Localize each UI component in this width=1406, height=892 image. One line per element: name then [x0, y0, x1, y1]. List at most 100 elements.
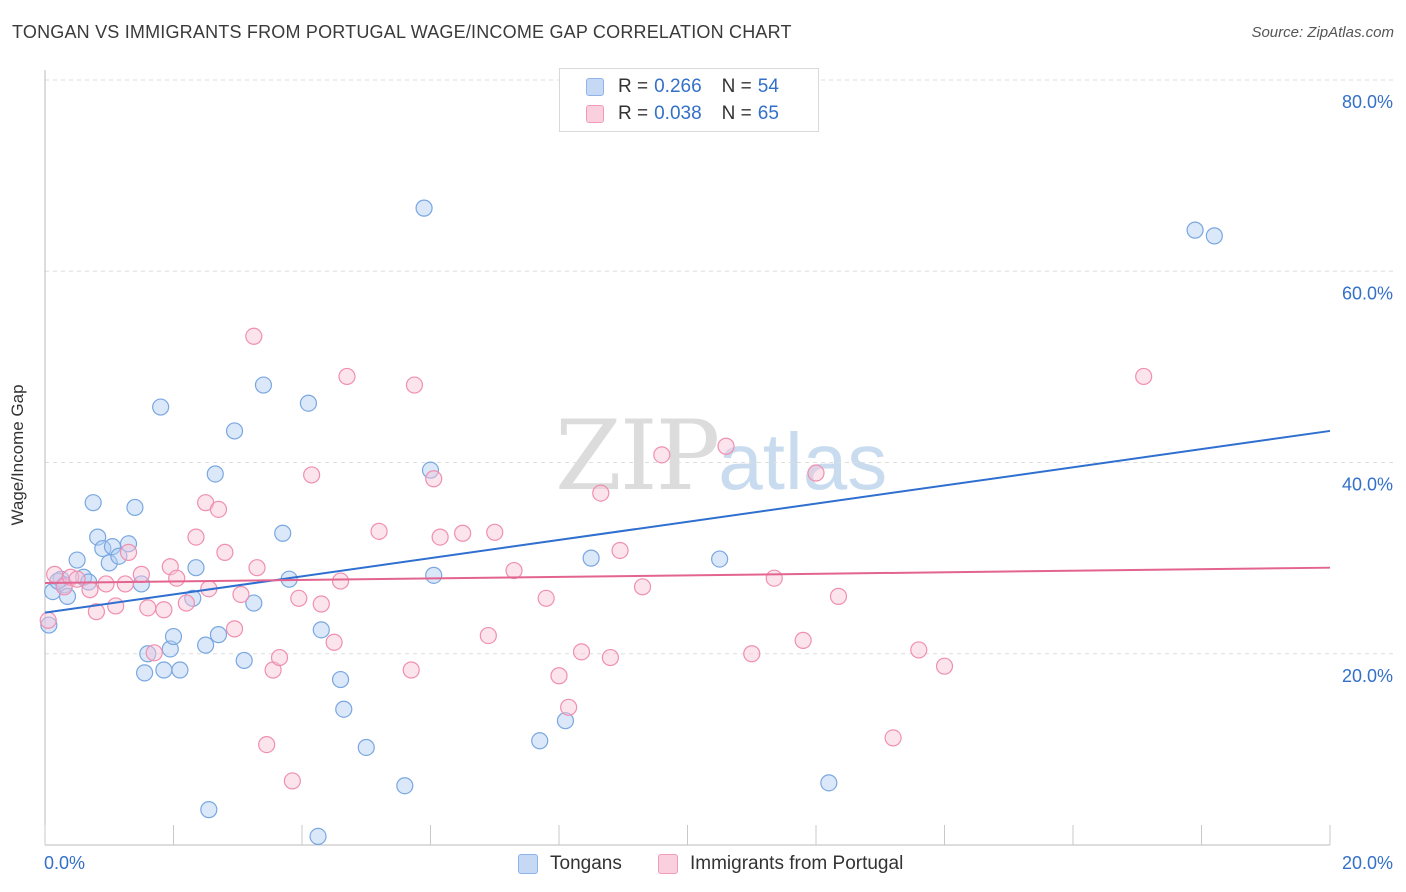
portugal-trend-line: [44, 566, 1331, 584]
tongans-point: [711, 550, 729, 568]
portugal-point: [910, 641, 928, 659]
portugal-point: [405, 376, 424, 394]
portugal-point: [425, 470, 443, 488]
portugal-point: [560, 698, 578, 716]
legend-row-tongans: R = 0.266 N = 54: [586, 75, 779, 99]
tongans-point: [171, 661, 189, 679]
portugal-point: [116, 575, 134, 593]
tongans-point: [1205, 227, 1223, 245]
y-tick-label: 20.0%: [1342, 666, 1393, 686]
portugal-point: [87, 603, 106, 621]
portugal-point: [592, 484, 610, 502]
portugal-point: [209, 500, 228, 518]
portugal-point: [62, 568, 80, 586]
stats-legend: R = 0.266 N = 54 R = 0.038 N = 65: [559, 68, 819, 132]
tongans-point: [312, 621, 330, 639]
tongans-point: [225, 422, 244, 440]
portugal-point: [505, 561, 523, 580]
tongans-point: [100, 554, 118, 572]
legend-n-value: 65: [757, 103, 779, 124]
portugal-point: [829, 587, 848, 605]
portugal-point: [935, 657, 954, 675]
tongans-point: [58, 587, 77, 605]
portugal-point: [884, 729, 902, 747]
tongans-point: [274, 524, 292, 542]
portugal-point: [107, 597, 125, 615]
portugal-point: [290, 589, 308, 607]
tongans-point: [209, 626, 228, 644]
portugal-point: [807, 464, 825, 482]
portugal-point: [248, 559, 266, 577]
tongans-point: [110, 547, 128, 565]
tongans-point: [415, 199, 433, 217]
portugal-point: [402, 661, 420, 679]
legend-row-portugal: R = 0.038 N = 65: [586, 102, 779, 126]
portugal-point: [270, 648, 289, 667]
tongans-point: [68, 551, 86, 569]
legend-swatch-tongans: [586, 78, 604, 96]
tongans-point: [155, 661, 173, 679]
portugal-point: [81, 581, 99, 599]
portugal-point: [168, 569, 186, 587]
watermark-zip: ZIP: [555, 400, 720, 512]
tongans-point: [582, 549, 600, 567]
portugal-point: [1135, 367, 1153, 386]
portugal-point: [794, 631, 812, 649]
bottom-legend-portugal: Immigrants from Portugal: [658, 851, 903, 877]
tongans-point: [235, 651, 253, 670]
legend-r-value: 0.038: [654, 103, 702, 124]
portugal-point: [611, 541, 629, 560]
legend-n-value: 54: [757, 76, 779, 97]
tongans-point: [152, 398, 170, 416]
tongans-point: [357, 738, 375, 757]
tongans-point: [126, 498, 144, 517]
legend-n-label: N =: [721, 103, 752, 124]
tongans-point: [206, 465, 224, 483]
source-label: Source: ZipAtlas.com: [1251, 24, 1394, 41]
watermark: ZIPatlas: [555, 400, 887, 512]
portugal-point: [68, 570, 86, 588]
portugal-point: [145, 644, 163, 662]
y-tick-label: 40.0%: [1342, 475, 1393, 495]
portugal-point: [132, 565, 150, 583]
portugal-point: [331, 572, 350, 590]
tongans-point: [40, 616, 58, 634]
portugal-point: [550, 667, 568, 685]
portugal-point: [325, 633, 343, 651]
tongans-point: [135, 664, 154, 682]
x-tick-label: 20.0%: [1342, 853, 1393, 873]
portugal-point: [537, 589, 555, 607]
tongans-point: [425, 566, 443, 584]
tongans-point: [197, 636, 215, 654]
portugal-point: [155, 601, 173, 619]
tongans-point: [139, 645, 157, 663]
portugal-point: [633, 578, 652, 596]
tongans-point: [245, 594, 263, 612]
x-tick-label: 0.0%: [44, 853, 85, 873]
chart-title: TONGAN VS IMMIGRANTS FROM PORTUGAL WAGE/…: [12, 22, 792, 42]
y-tick-label: 80.0%: [1342, 92, 1393, 112]
tongans-point: [164, 627, 183, 646]
portugal-point: [303, 466, 321, 484]
portugal-point: [765, 569, 783, 587]
portugal-point: [177, 594, 195, 612]
tongans-point: [299, 394, 318, 412]
portugal-point: [187, 528, 205, 546]
bottom-legend-tongans: Tongans: [518, 851, 622, 877]
portugal-point: [431, 528, 449, 546]
portugal-point: [454, 524, 472, 542]
tongans-point: [531, 732, 549, 750]
portugal-point: [338, 367, 356, 386]
tongans-point: [820, 774, 838, 792]
portugal-point: [119, 543, 138, 561]
legend-r-label: R =: [618, 103, 649, 124]
portugal-point: [370, 522, 388, 540]
portugal-point: [653, 446, 671, 464]
watermark-atlas: atlas: [718, 417, 888, 506]
bottom-legend-label-tongans: Tongans: [550, 853, 622, 874]
portugal-point: [39, 611, 57, 629]
portugal-point: [601, 648, 620, 667]
tongans-point: [309, 827, 327, 845]
y-axis-label: Wage/Income Gap: [8, 384, 27, 526]
tongans-point: [254, 376, 273, 394]
